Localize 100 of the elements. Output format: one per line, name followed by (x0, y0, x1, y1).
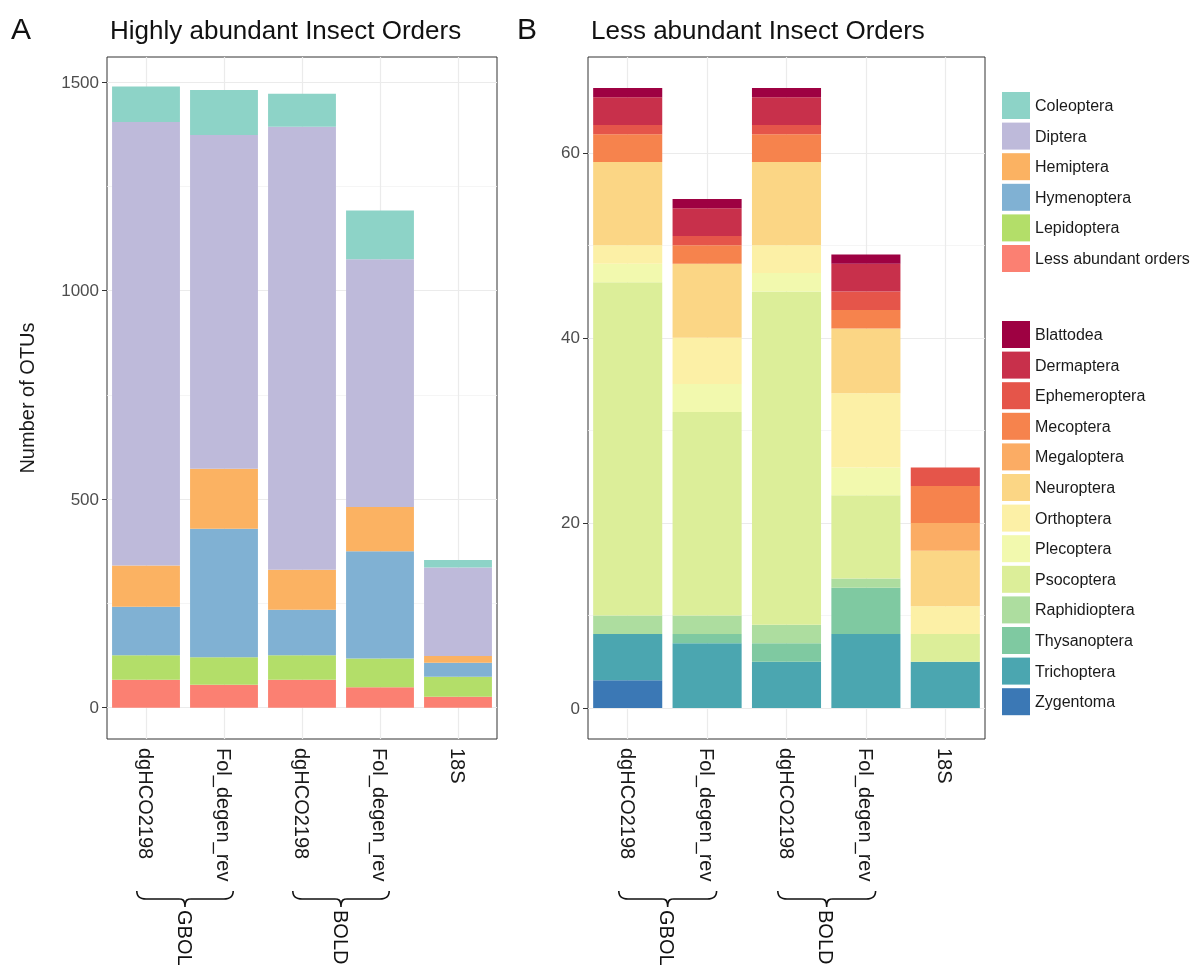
bar (112, 655, 180, 680)
bar (424, 696, 492, 708)
y-tick-label: 1500 (61, 72, 99, 92)
bar (424, 560, 492, 568)
y-tick-label: 1000 (61, 281, 99, 301)
bar (112, 679, 180, 708)
bar (593, 162, 663, 246)
bar (346, 551, 414, 659)
bar (268, 609, 336, 656)
legend-label: Diptera (1035, 127, 1087, 145)
bar (831, 587, 901, 634)
y-tick-label: 500 (70, 489, 99, 509)
bar (751, 162, 822, 246)
bar (910, 550, 980, 607)
bar (190, 528, 258, 658)
bar (112, 606, 180, 656)
bar (751, 97, 822, 126)
bar (593, 97, 663, 126)
bar (751, 291, 822, 625)
bar (424, 655, 492, 663)
bar (751, 661, 822, 708)
bar (831, 310, 901, 329)
legend-label: Lepidoptera (1035, 219, 1120, 237)
bar (831, 291, 901, 311)
legend-label: Plecoptera (1035, 540, 1112, 558)
bar (346, 210, 414, 260)
bar (910, 633, 980, 662)
x-tick-label: dgHCO2198 (775, 748, 798, 860)
bar (593, 125, 663, 135)
bar (112, 122, 180, 566)
legend-label: Blattodea (1035, 326, 1103, 343)
bar (910, 485, 980, 523)
bar (672, 208, 742, 237)
bar (346, 259, 414, 508)
bar (190, 89, 258, 135)
x-tick-label: Fol_degen_rev (368, 748, 391, 882)
bar (593, 633, 663, 681)
legend-label: Orthoptera (1035, 509, 1112, 527)
chart-title: Less abundant Insect Orders (591, 15, 925, 45)
y-tick-label: 60 (561, 143, 580, 163)
bar (831, 254, 901, 264)
legend-label: Thysanoptera (1035, 632, 1133, 649)
bar (751, 88, 822, 98)
text: BOLD (330, 910, 352, 965)
legend-label: Mecoptera (1035, 417, 1111, 435)
text: A (11, 12, 32, 45)
bar (346, 658, 414, 688)
bar (672, 615, 742, 634)
bar (910, 606, 980, 634)
legend-label: Megaloptera (1035, 448, 1125, 466)
bar (751, 624, 822, 644)
bar (751, 643, 822, 662)
text: B (517, 12, 538, 45)
bar (593, 134, 663, 163)
bar (112, 86, 180, 123)
legend-label: Less abundant orders (1035, 250, 1190, 267)
bar (346, 687, 414, 708)
bar (593, 680, 663, 708)
bar (268, 679, 336, 708)
bar (190, 684, 258, 708)
text: BOLD (815, 910, 838, 965)
y-tick-label: 0 (570, 698, 580, 718)
x-tick-label: dgHCO2198 (291, 748, 313, 860)
x-tick-label: dgHCO2198 (135, 748, 157, 860)
x-tick-label: dgHCO2198 (616, 748, 639, 860)
bar (672, 411, 742, 616)
bar (190, 657, 258, 685)
bar (672, 245, 742, 264)
x-tick-label: Fol_degen_rev (695, 748, 719, 882)
bar (910, 661, 980, 708)
bar (910, 467, 980, 486)
bar (672, 199, 742, 209)
legend-label: Dermaptera (1035, 356, 1120, 374)
bar (190, 468, 258, 529)
bar (593, 615, 663, 634)
y-tick-label: 40 (561, 328, 580, 348)
bar (593, 282, 663, 616)
bar (424, 662, 492, 677)
x-tick-label: Fol_degen_rev (853, 748, 877, 882)
bar (424, 567, 492, 656)
x-tick-label: 18S (934, 748, 957, 784)
bar (672, 633, 742, 644)
bar (831, 328, 901, 394)
bar (268, 93, 336, 127)
bar (112, 565, 180, 607)
bar (831, 263, 901, 292)
legend-label: Neuroptera (1035, 479, 1116, 496)
bar (831, 633, 901, 708)
bar (751, 134, 822, 163)
text: GBOL (174, 910, 196, 966)
bar (751, 125, 822, 135)
legend-label: Psocoptera (1035, 570, 1117, 588)
chart-title: Highly abundant Insect Orders (110, 15, 462, 45)
y-tick-label: 20 (561, 513, 580, 533)
bar (831, 578, 901, 588)
bar (190, 135, 258, 469)
x-tick-label: Fol_degen_rev (212, 748, 235, 882)
bar (672, 643, 742, 708)
bar (672, 263, 742, 338)
x-tick-label: 18S (447, 748, 469, 784)
